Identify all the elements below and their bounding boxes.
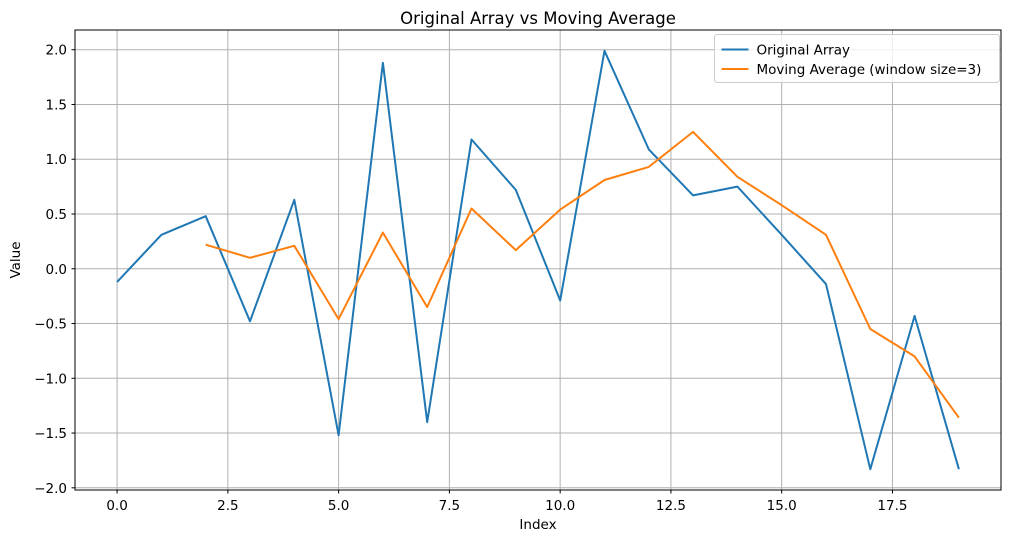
y-tick-label-4: 0.0 [46, 262, 67, 278]
x-tick-label-1: 2.5 [217, 498, 238, 514]
x-tick-label-4: 10.0 [545, 498, 575, 514]
x-tick-label-7: 17.5 [877, 498, 907, 514]
y-tick-label-2: −1.0 [34, 371, 67, 387]
y-tick-label-7: 1.5 [46, 97, 67, 113]
legend: Original Array Moving Average (window siz… [714, 34, 1000, 83]
chart-title: Original Array vs Moving Average [400, 9, 676, 28]
x-tick-label-3: 7.5 [439, 498, 460, 514]
legend-label-original-array: Original Array [757, 42, 850, 58]
legend-box [714, 34, 1000, 83]
legend-label-moving-average-window-size-3: Moving Average (window size=3) [757, 62, 982, 78]
x-tick-label-2: 5.0 [328, 498, 349, 514]
axes-frame [74, 29, 1002, 491]
y-axis-label: Value [8, 241, 24, 278]
y-tick-label-5: 0.5 [46, 207, 67, 223]
series-line-moving-average-window-size-3 [205, 130, 960, 419]
plot-area [75, 30, 1001, 490]
y-tick-label-1: −1.5 [34, 426, 67, 442]
y-tick-label-6: 1.0 [46, 152, 67, 168]
y-tick-label-3: −0.5 [34, 317, 67, 333]
y-tick-label-0: −2.0 [34, 481, 67, 497]
series-line-original-array [116, 49, 960, 471]
x-tick-label-0: 0.0 [106, 498, 127, 514]
x-axis-label: Index [519, 517, 556, 533]
y-tick-label-8: 2.0 [46, 43, 67, 59]
x-tick-label-6: 15.0 [767, 498, 797, 514]
x-tick-label-5: 12.5 [656, 498, 686, 514]
